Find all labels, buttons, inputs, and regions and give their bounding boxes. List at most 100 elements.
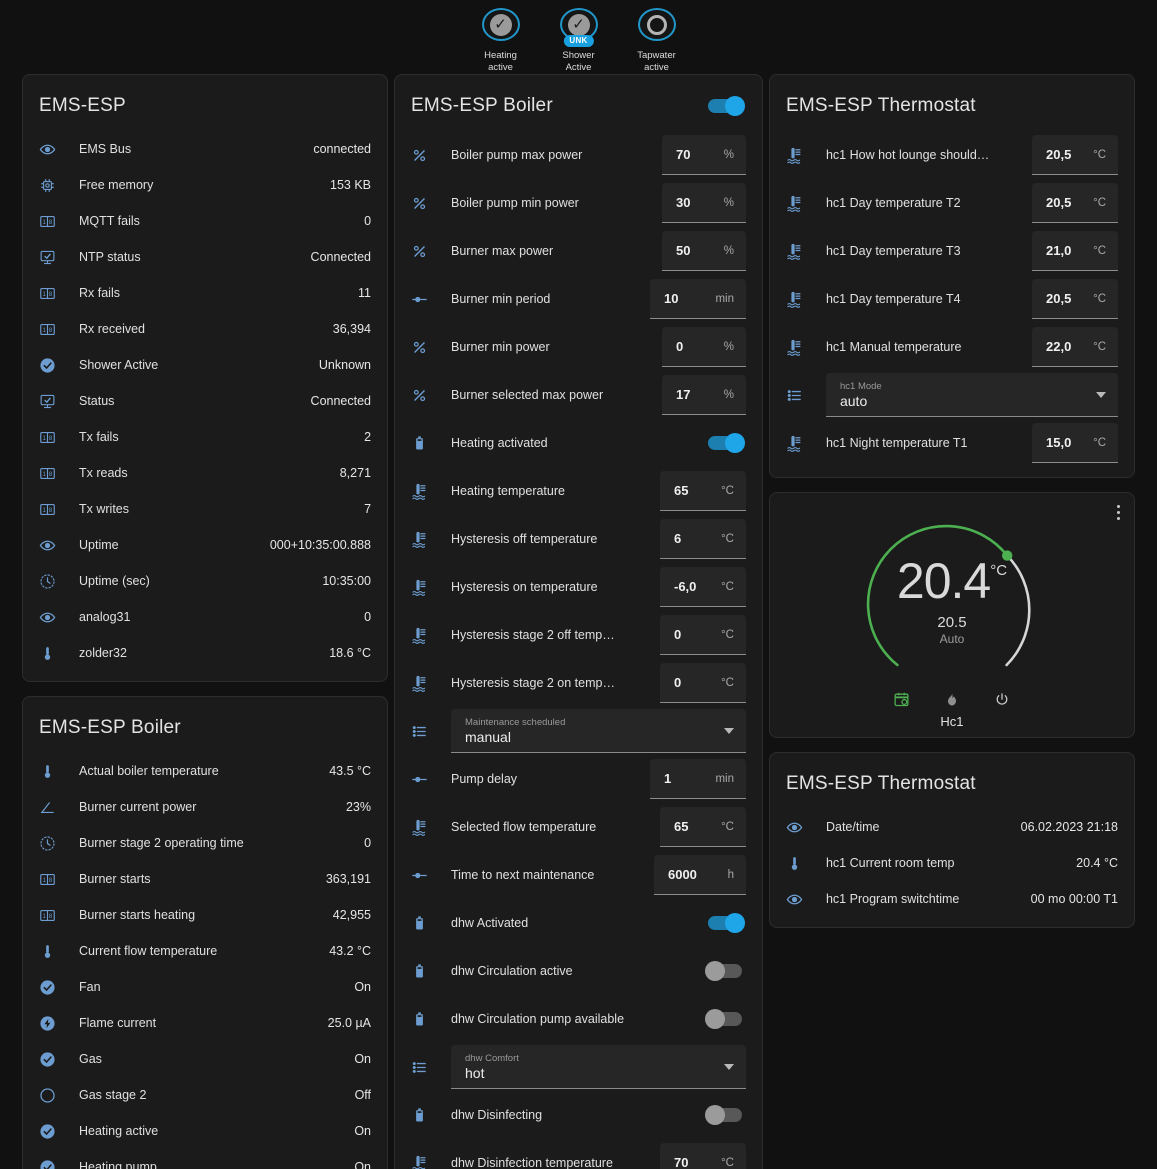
row-label: dhw Circulation pump available (451, 1012, 625, 1026)
toggle-dhw-circulation-active[interactable] (704, 961, 742, 981)
row-label: Uptime (79, 538, 119, 552)
row-value: 36,394 (332, 322, 372, 336)
boiler-master-toggle-wrap[interactable] (707, 96, 745, 116)
toggle-dhw-disinfecting[interactable] (704, 1105, 742, 1125)
select-value: auto (839, 393, 868, 409)
chevron-down-icon[interactable] (723, 1064, 734, 1070)
battery-icon (411, 435, 451, 452)
input-selected-flow-temperature[interactable]: 65 °C (659, 807, 746, 847)
row-label: Boiler pump min power (451, 196, 579, 210)
input-burner-min-power[interactable]: 0 % (661, 327, 746, 367)
card-thermostat-settings: EMS-ESP Thermostat hc1 How hot lounge sh… (768, 74, 1135, 478)
input-hc1-day-temperature-t4[interactable]: 20,5 °C (1032, 279, 1118, 319)
row-label: Burner min period (451, 292, 551, 306)
input-heating-temperature[interactable]: 65 °C (659, 471, 746, 511)
input-hysteresis-on-temperature[interactable]: -6,0 °C (659, 567, 746, 607)
input-boiler-pump-max-power[interactable]: 70 % (661, 135, 746, 175)
list-item: Gas stage 2 Off (39, 1077, 371, 1113)
list-item: Boiler pump min power 30 % (411, 179, 746, 227)
list-item: Hysteresis stage 2 on temp… 0 °C (411, 659, 746, 707)
card-thermostat-info: EMS-ESP Thermostat Date/time 06.02.2023 … (768, 752, 1135, 928)
status-ring-tapwater-active[interactable] (637, 8, 676, 42)
input-hc1-day-temperature-t2[interactable]: 20,5 °C (1032, 183, 1118, 223)
row-value: 43.2 °C (329, 944, 372, 958)
input-hc1-night-temperature-t1[interactable]: 15,0 °C (1032, 423, 1118, 463)
row-label: hc1 Day temperature T4 (825, 292, 961, 306)
status-ring-shower-active[interactable]: ✓ UNK (559, 8, 598, 48)
input-burner-max-power[interactable]: 50 % (661, 231, 746, 271)
battery-icon (411, 1107, 451, 1124)
flame-icon[interactable] (944, 691, 960, 708)
status-label: Tapwater active (637, 50, 676, 74)
toggle-heating-activated[interactable] (707, 433, 745, 453)
toggle-dhw-activated[interactable] (707, 913, 745, 933)
schedule-icon[interactable] (893, 691, 910, 708)
list-item: Burner min period 10 min (411, 275, 746, 323)
row-label: Burner max power (451, 244, 554, 258)
input-dhw-disinfection-temperature[interactable]: 70 °C (659, 1143, 746, 1169)
row-value: Connected (310, 250, 372, 264)
row-label: zolder32 (79, 646, 127, 660)
more-options-icon[interactable] (1117, 505, 1120, 520)
counter-icon: 1 8 (39, 501, 79, 518)
check-icon: ✓ (567, 13, 590, 36)
row-label: Heating activated (451, 436, 548, 450)
input-value: 70 (673, 1155, 689, 1169)
input-boiler-pump-min-power[interactable]: 30 % (661, 183, 746, 223)
right-column: EMS-ESP Thermostat hc1 How hot lounge sh… (768, 74, 1135, 928)
select-maintenance-scheduled[interactable]: Maintenance scheduled manual (451, 709, 746, 753)
list-item: 1 8 Tx writes 7 (39, 491, 371, 527)
row-label: Selected flow temperature (451, 820, 597, 834)
dashboard-columns: EMS-ESP EMS Bus connected Free memory 15… (0, 74, 1157, 1169)
power-icon[interactable] (994, 691, 1010, 708)
list-item: Heating temperature 65 °C (411, 467, 746, 515)
slider-icon (411, 291, 451, 308)
input-hc1-how-hot-lounge-should-[interactable]: 20,5 °C (1032, 135, 1118, 175)
input-hysteresis-off-temperature[interactable]: 6 °C (659, 519, 746, 559)
check-icon: ✓ (489, 13, 512, 36)
list-item: Maintenance scheduled manual (411, 707, 746, 755)
percent-icon (411, 195, 451, 212)
list-item: Hysteresis on temperature -6,0 °C (411, 563, 746, 611)
watertemp-icon (411, 482, 451, 501)
card-title-thermostat: EMS-ESP Thermostat (785, 95, 976, 116)
list-item: hc1 Night temperature T1 15,0 °C (786, 419, 1118, 467)
status-item-shower-active[interactable]: ✓ UNK Shower Active (548, 8, 610, 74)
input-burner-selected-max-power[interactable]: 17 % (661, 375, 746, 415)
row-label: Rx received (79, 322, 145, 336)
chevron-down-icon[interactable] (723, 728, 734, 734)
clock-icon (39, 573, 79, 590)
status-item-heating-active[interactable]: ✓ Heating active (470, 8, 532, 74)
row-label: analog31 (79, 610, 131, 624)
temperature-dial[interactable]: 20.4 °C 20.5 Auto (857, 509, 1047, 689)
watertemp-icon (786, 290, 826, 309)
boiler-master-toggle[interactable] (707, 96, 745, 116)
input-unit: % (723, 148, 734, 161)
list-item: 1 8 Burner starts 363,191 (39, 861, 371, 897)
input-time-to-next-maintenance[interactable]: 6000 h (653, 855, 746, 895)
row-label: Heating pump (79, 1160, 157, 1169)
input-hysteresis-stage-2-on-temp-[interactable]: 0 °C (659, 663, 746, 703)
row-value: 2 (364, 430, 372, 444)
status-ring-heating-active[interactable]: ✓ (481, 8, 520, 42)
chevron-down-icon[interactable] (1096, 392, 1106, 398)
input-pump-delay[interactable]: 1 min (649, 759, 746, 799)
select-dhw-comfort[interactable]: dhw Comfort hot (451, 1045, 746, 1089)
input-hc1-manual-temperature[interactable]: 22,0 °C (1032, 327, 1118, 367)
select-hc1-mode[interactable]: hc1 Mode auto (825, 373, 1118, 417)
input-burner-min-period[interactable]: 10 min (649, 279, 746, 319)
status-item-tapwater-active[interactable]: Tapwater active (626, 8, 688, 74)
input-hc1-day-temperature-t3[interactable]: 21,0 °C (1032, 231, 1118, 271)
row-value: 0 (364, 610, 372, 624)
row-label: Hysteresis stage 2 off temp… (451, 628, 615, 642)
toggle-knob (704, 1105, 725, 1125)
input-unit: °C (1093, 340, 1106, 353)
toggle-dhw-circulation-pump-available[interactable] (704, 1009, 742, 1029)
input-value: 20,5 (1046, 195, 1072, 210)
list-item: Date/time 06.02.2023 21:18 (786, 809, 1118, 845)
input-hysteresis-stage-2-off-temp-[interactable]: 0 °C (659, 615, 746, 655)
dial-actions (770, 691, 1134, 708)
row-value: 363,191 (325, 872, 372, 886)
toggle-knob (704, 961, 725, 981)
list-item: hc1 Day temperature T3 21,0 °C (786, 227, 1118, 275)
